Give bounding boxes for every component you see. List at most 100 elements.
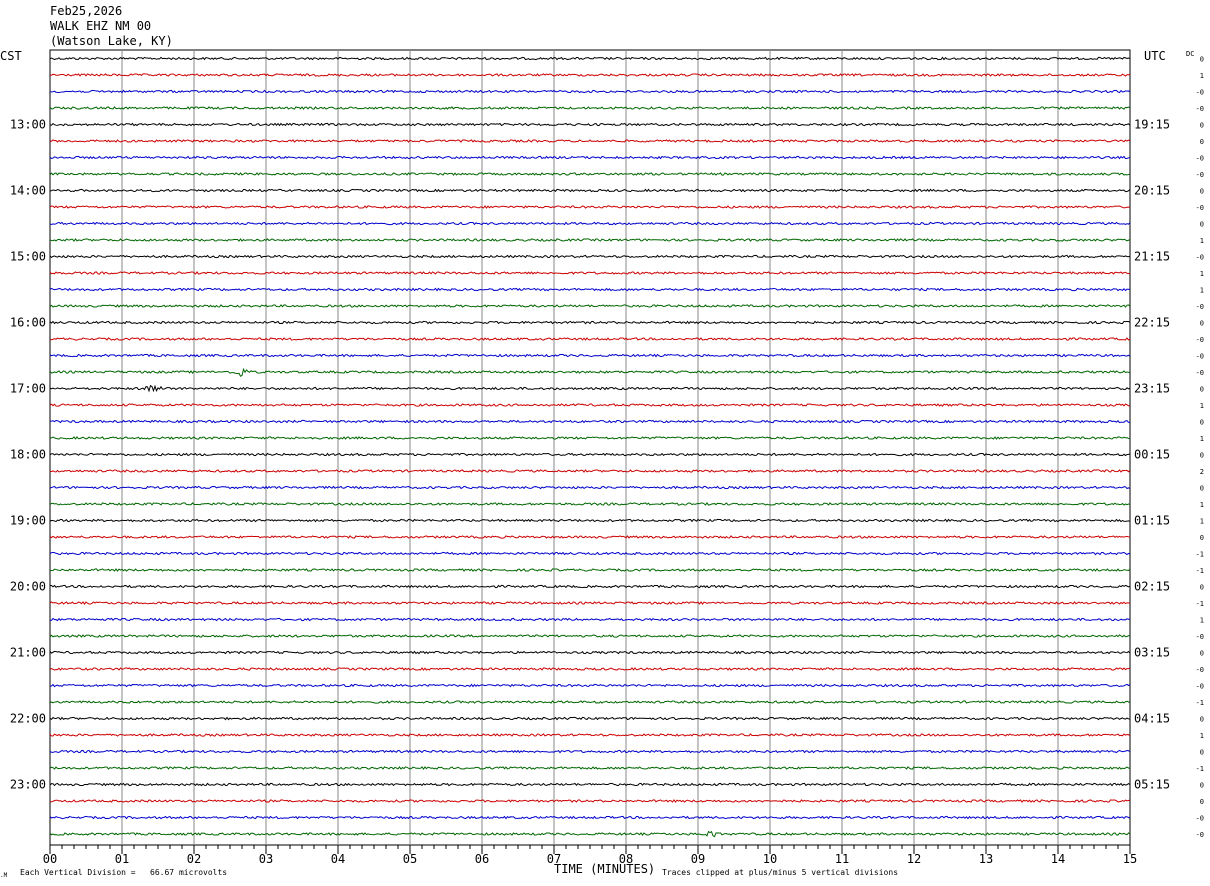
utc-hour-label: 21:15 [1134, 250, 1170, 264]
trace-row-19 [49, 367, 1131, 377]
dc-offset-value: 0 [1200, 138, 1204, 146]
trace-row-2 [49, 89, 1131, 94]
scale-note: Each Vertical Division = 66.67 microvolt… [20, 868, 227, 877]
trace-row-5 [49, 139, 1131, 143]
dc-offset-value: -0 [1196, 336, 1204, 344]
dc-offset-value: -1 [1196, 567, 1204, 575]
dc-offset-labels: 0 1 -0 -0 0 0 -0 -0 0 -0 0 1 -0 1 1 -0 0 -0 -0 -0 0 1 0 1 0 2 0 1 1 0… [1196, 56, 1204, 840]
trace-row-37 [49, 667, 1131, 671]
dc-offset-value: -0 [1196, 204, 1204, 212]
trace-row-32 [49, 584, 1131, 589]
dc-offset-value: 0 [1200, 419, 1204, 427]
clip-note: Traces clipped at plus/minus 5 vertical … [662, 868, 898, 877]
dc-offset-value: -0 [1196, 89, 1204, 97]
cst-hour-label: 18:00 [10, 448, 46, 462]
header: Feb25,2026 WALK EHZ NM 00 (Watson Lake, … [50, 4, 173, 49]
trace-row-31 [49, 568, 1131, 572]
trace-row-35 [49, 634, 1131, 638]
dc-offset-value: 0 [1200, 749, 1204, 757]
trace-row-23 [49, 436, 1131, 440]
trace-row-22 [49, 419, 1131, 424]
dc-offset-value: 1 [1200, 270, 1204, 278]
trace-row-14 [49, 287, 1131, 292]
x-axis: 00 01 02 03 04 05 06 07 08 09 10 11 12 13 14 15 [43, 845, 1137, 866]
cst-hour-label: 15:00 [10, 250, 46, 264]
x-tick-label: 02 [187, 852, 201, 866]
trace-row-36 [49, 650, 1131, 655]
utc-hour-label: 04:15 [1134, 712, 1170, 726]
dc-offset-value: 0 [1200, 584, 1204, 592]
trace-row-24 [49, 452, 1131, 457]
trace-row-11 [49, 238, 1131, 242]
dc-offset-value: 0 [1200, 56, 1204, 64]
dc-offset-value: -0 [1196, 105, 1204, 113]
x-tick-label: 04 [331, 852, 345, 866]
utc-label: UTC [1144, 49, 1166, 63]
x-tick-label: 07 [547, 852, 561, 866]
utc-hour-labels: 19:15 20:15 21:15 22:15 23:15 00:15 01:15 02:15… [1134, 118, 1170, 792]
dc-offset-value: 0 [1200, 534, 1204, 542]
dc-offset-value: 0 [1200, 452, 1204, 460]
dc-offset-value: 0 [1200, 320, 1204, 328]
trace-row-7 [49, 172, 1131, 176]
trace-row-34 [49, 617, 1131, 622]
trace-group [49, 56, 1131, 838]
x-tick-label: 05 [403, 852, 417, 866]
trace-row-0 [49, 56, 1131, 61]
trace-row-43 [49, 766, 1131, 770]
x-axis-title: TIME (MINUTES) [554, 862, 655, 876]
utc-hour-label: 23:15 [1134, 382, 1170, 396]
trace-row-20 [49, 384, 1131, 393]
utc-hour-label: 02:15 [1134, 580, 1170, 594]
trace-row-39 [49, 700, 1131, 704]
dc-offset-value: 0 [1200, 485, 1204, 493]
dc-offset-value: -1 [1196, 765, 1204, 773]
dc-offset-value: -1 [1196, 600, 1204, 608]
x-tick-label: 03 [259, 852, 273, 866]
dc-offset-value: 1 [1200, 402, 1204, 410]
dc-offset-value: -0 [1196, 303, 1204, 311]
dc-offset-value: -0 [1196, 666, 1204, 674]
x-tick-label: 13 [979, 852, 993, 866]
trace-row-4 [49, 122, 1131, 127]
x-tick-label: 01 [115, 852, 129, 866]
dc-label: DC [1186, 50, 1194, 58]
dc-offset-value: 2 [1200, 468, 1204, 476]
cst-hour-labels: 13:00 14:00 15:00 16:00 17:00 18:00 19:00 20:00… [10, 118, 46, 792]
utc-hour-label: 01:15 [1134, 514, 1170, 528]
dc-offset-value: 0 [1200, 188, 1204, 196]
dc-offset-value: 0 [1200, 221, 1204, 229]
trace-row-12 [49, 254, 1131, 259]
dc-offset-value: 0 [1200, 650, 1204, 658]
x-tick-label: 15 [1123, 852, 1137, 866]
utc-hour-label: 05:15 [1134, 778, 1170, 792]
cst-hour-label: 14:00 [10, 184, 46, 198]
x-tick-label: 10 [763, 852, 777, 866]
dc-offset-value: 0 [1200, 122, 1204, 130]
utc-hour-label: 19:15 [1134, 118, 1170, 132]
x-tick-label: 00 [43, 852, 57, 866]
dc-offset-value: -0 [1196, 815, 1204, 823]
utc-hour-label: 00:15 [1134, 448, 1170, 462]
dc-offset-value: 1 [1200, 72, 1204, 80]
trace-row-40 [49, 716, 1131, 721]
utc-hour-label: 03:15 [1134, 646, 1170, 660]
dc-offset-value: 1 [1200, 518, 1204, 526]
trace-row-17 [49, 337, 1131, 341]
x-tick-label: 11 [835, 852, 849, 866]
trace-row-18 [49, 353, 1131, 358]
dc-offset-value: -0 [1196, 683, 1204, 691]
trace-row-46 [49, 815, 1131, 820]
trace-row-1 [49, 73, 1131, 77]
x-tick-label: 08 [619, 852, 633, 866]
x-tick-label: 06 [475, 852, 489, 866]
trace-row-9 [49, 205, 1131, 209]
cst-hour-label: 20:00 [10, 580, 46, 594]
recording-date: Feb25,2026 [50, 4, 123, 18]
cst-hour-label: 21:00 [10, 646, 46, 660]
trace-row-26 [49, 485, 1131, 490]
dc-offset-value: -1 [1196, 551, 1204, 559]
trace-row-27 [49, 502, 1131, 506]
dc-offset-value: 1 [1200, 501, 1204, 509]
